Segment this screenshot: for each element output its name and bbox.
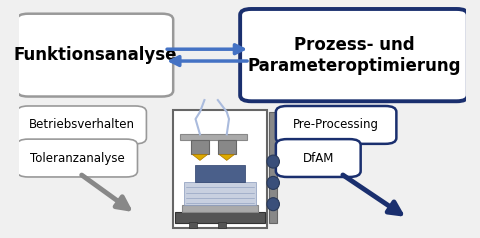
FancyBboxPatch shape <box>276 106 396 144</box>
Bar <box>218 140 236 154</box>
Bar <box>218 222 226 228</box>
Ellipse shape <box>267 176 279 189</box>
Text: Betriebsverhalten: Betriebsverhalten <box>29 119 135 131</box>
FancyBboxPatch shape <box>240 9 468 101</box>
FancyBboxPatch shape <box>17 139 137 177</box>
Text: DfAM: DfAM <box>302 152 334 164</box>
Bar <box>180 134 247 140</box>
FancyBboxPatch shape <box>17 106 146 144</box>
Bar <box>269 112 277 223</box>
Bar <box>173 109 267 228</box>
Bar <box>191 140 209 154</box>
Bar <box>184 182 256 205</box>
Ellipse shape <box>267 198 279 211</box>
FancyBboxPatch shape <box>276 139 360 177</box>
Polygon shape <box>219 154 234 160</box>
Text: Toleranzanalyse: Toleranzanalyse <box>30 152 125 164</box>
Text: Prozess- und
Parameteroptimierung: Prozess- und Parameteroptimierung <box>247 36 461 74</box>
Bar <box>175 213 264 223</box>
Polygon shape <box>192 154 207 160</box>
Bar <box>182 205 258 213</box>
Text: Pre-Processing: Pre-Processing <box>293 119 379 131</box>
Bar <box>195 165 245 182</box>
Ellipse shape <box>267 155 279 168</box>
Bar <box>189 222 197 228</box>
FancyBboxPatch shape <box>17 14 173 97</box>
Text: Funktionsanalyse: Funktionsanalyse <box>13 46 177 64</box>
